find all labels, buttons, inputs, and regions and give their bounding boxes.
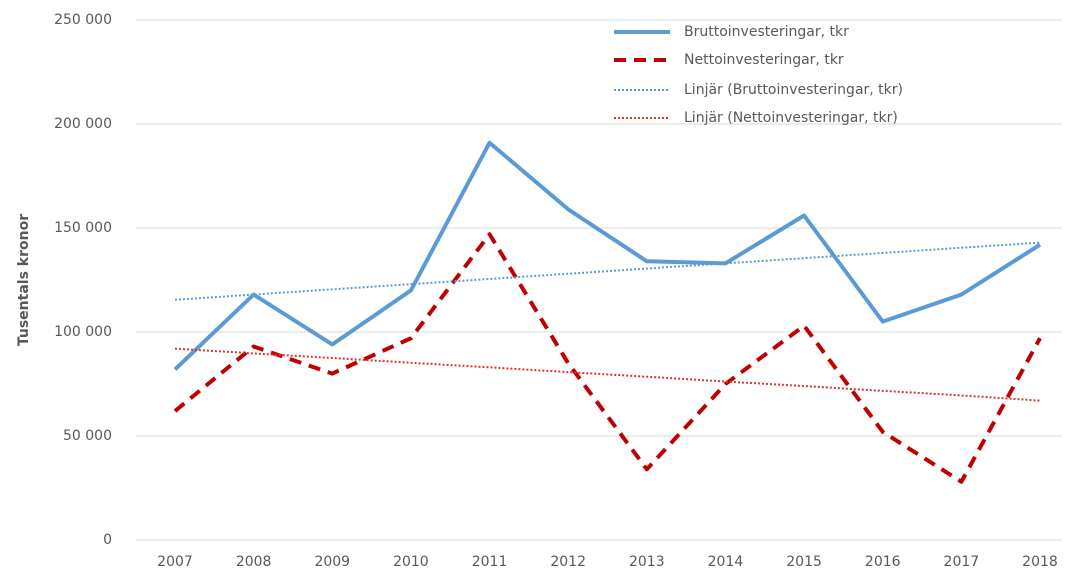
y-tick-label: 100 000 <box>54 324 112 340</box>
y-tick-label: 250 000 <box>54 12 112 28</box>
x-tick-label: 2013 <box>629 554 665 570</box>
series-line <box>174 241 1041 301</box>
y-tick-label: 50 000 <box>63 428 112 444</box>
x-tick-label: 2009 <box>314 554 350 570</box>
x-tick-label: 2018 <box>1022 554 1058 570</box>
series-line <box>173 140 1042 371</box>
x-tick-label: 2016 <box>865 554 901 570</box>
x-tick-label: 2014 <box>708 554 744 570</box>
x-tick-label: 2007 <box>157 554 193 570</box>
x-tick-label: 2008 <box>236 554 272 570</box>
x-tick-label: 2012 <box>550 554 586 570</box>
x-tick-label: 2010 <box>393 554 429 570</box>
series-line <box>174 347 1041 402</box>
y-axis-label: Tusentals kronor <box>16 214 32 346</box>
legend-label: Linjär (Nettoinvesteringar, tkr) <box>684 110 898 126</box>
y-tick-label: 200 000 <box>54 116 112 132</box>
x-tick-label: 2017 <box>944 554 980 570</box>
series-line <box>173 232 1042 484</box>
y-tick-label: 150 000 <box>54 220 112 236</box>
legend-label: Linjär (Bruttoinvesteringar, tkr) <box>684 82 903 98</box>
x-tick-label: 2011 <box>472 554 508 570</box>
x-tick-label: 2015 <box>786 554 822 570</box>
legend-label: Nettoinvesteringar, tkr <box>684 52 844 68</box>
y-tick-label: 0 <box>103 532 112 548</box>
legend-label: Bruttoinvesteringar, tkr <box>684 24 849 40</box>
